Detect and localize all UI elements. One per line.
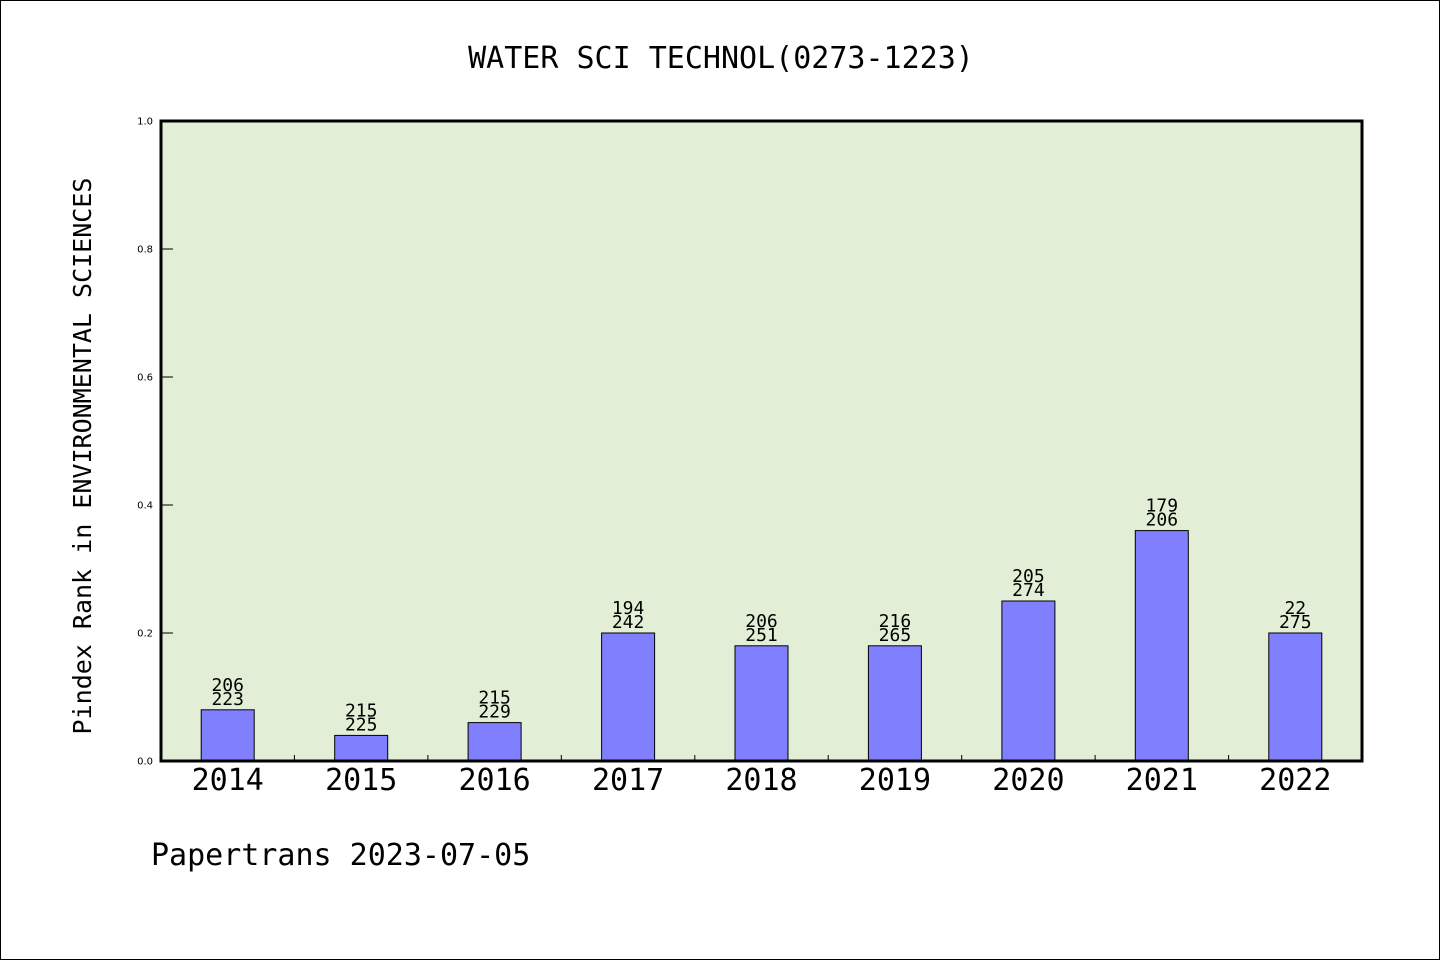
x-tick-label-2015: 2015 [325,763,397,798]
x-tick-label-2016: 2016 [458,763,530,798]
bar-label-top-2017: 194 [612,598,645,619]
x-tick-label-2014: 2014 [192,763,264,798]
bar-2017 [601,632,656,762]
y-tick-label-0.0: 0.0 [137,757,153,768]
y-tick-label-0.2: 0.2 [137,629,153,640]
bar-label-bottom-2017: 242 [612,612,645,633]
bar-2014 [200,709,255,762]
x-tick-label-2020: 2020 [992,763,1064,798]
y-tick-label-0.8: 0.8 [137,245,153,256]
y-axis-label: Pindex Rank in ENVIRONMENTAL SCIENCES [68,178,97,735]
plot-border [159,119,1364,763]
x-tick-label-2019: 2019 [859,763,931,798]
y-tick-label-0.6: 0.6 [137,373,153,384]
bar-2015 [334,734,389,762]
bar-label-top-2014: 206 [211,675,244,696]
bar-label-top-2020: 205 [1012,566,1045,587]
axis-ticks-group: 2014 2015 2016 2017 2018 2019 2020 2021 2022 0.0 0… [137,117,1331,799]
y-tick-label-1.0: 1.0 [137,117,153,128]
bars-group [200,530,1323,762]
bar-label-bottom-2015: 225 [345,714,378,735]
bar-label-top-2021: 179 [1146,496,1179,517]
y-tick-label-0.4: 0.4 [137,501,153,512]
bar-2019 [867,645,922,762]
bar-label-bottom-2016: 229 [478,702,511,723]
bar-label-top-2018: 206 [745,611,778,632]
bar-label-bottom-2014: 223 [211,689,244,710]
bar-label-bottom-2021: 206 [1146,510,1179,531]
bar-2018 [734,645,789,762]
bar-label-bottom-2020: 274 [1012,580,1045,601]
bar-2016 [467,722,522,762]
bar-label-bottom-2018: 251 [745,625,778,646]
chart-title: WATER SCI TECHNOL(0273-1223) [468,41,974,76]
bar-label-top-2016: 215 [478,688,511,709]
x-tick-label-2022: 2022 [1259,763,1331,798]
footer-text: Papertrans 2023-07-05 [151,838,530,873]
bar-label-bottom-2022: 275 [1279,612,1312,633]
bar-2022 [1268,632,1323,762]
x-tick-label-2021: 2021 [1126,763,1198,798]
bar-label-top-2022: 22 [1284,598,1306,619]
bar-label-top-2015: 215 [345,700,378,721]
bar-label-bottom-2019: 265 [879,625,912,646]
x-tick-label-2018: 2018 [725,763,797,798]
bar-label-top-2019: 216 [879,611,912,632]
bar-2020 [1001,600,1056,762]
bar-2021 [1134,530,1189,762]
x-tick-label-2017: 2017 [592,763,664,798]
